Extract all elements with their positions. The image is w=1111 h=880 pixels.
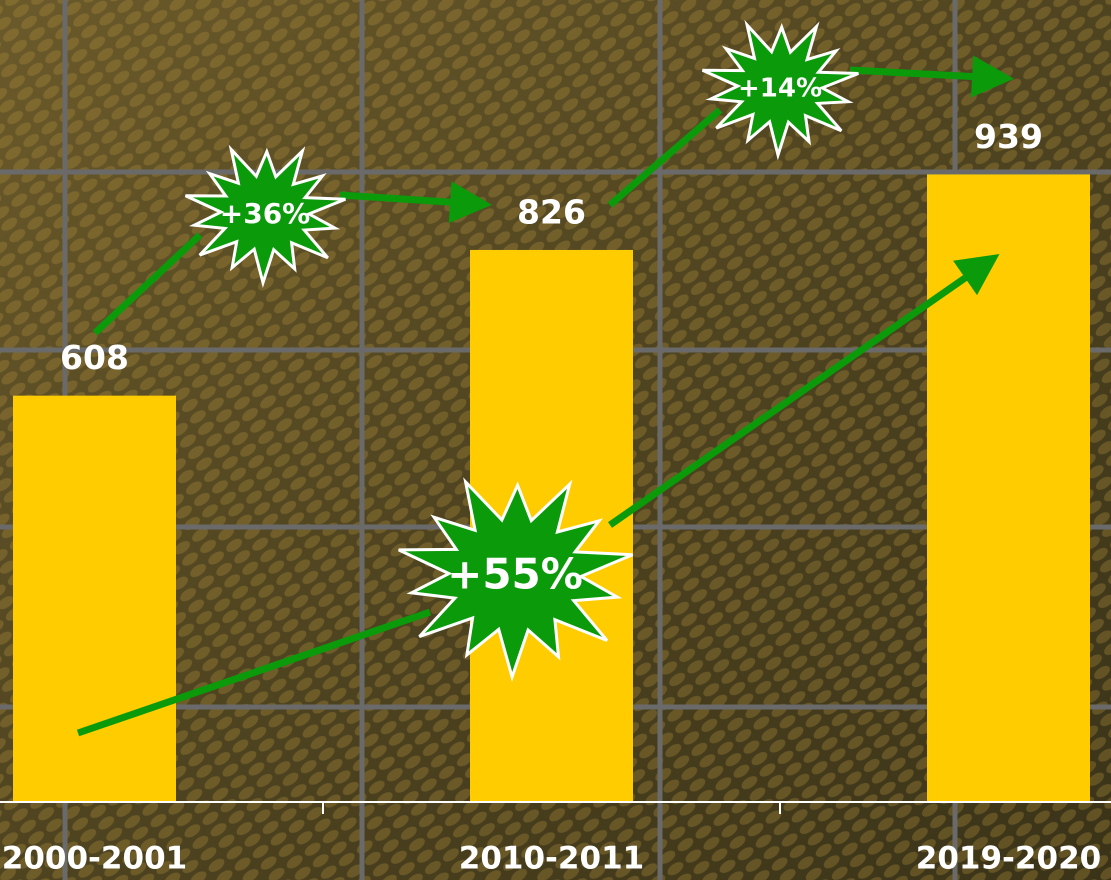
chart: 608 2000-2001 826 2010-2011 939 2019-2020 +36%…: [0, 0, 1111, 880]
data-label: 608: [60, 338, 129, 377]
page: {"chart_data": {"type": "bar", "categori…: [0, 0, 1111, 880]
x-tick-label: 2019-2020: [916, 841, 1101, 877]
annotation: +55%: [447, 550, 583, 599]
x-tick-label: 2010-2011: [459, 841, 644, 877]
annotation: +36%: [220, 197, 310, 230]
annotation: +14%: [738, 74, 822, 104]
x-tick-label: 2000-2001: [2, 841, 187, 877]
bar: [13, 396, 176, 802]
data-label: 826: [517, 192, 586, 231]
bar: [927, 174, 1090, 802]
data-label: 939: [974, 117, 1043, 156]
